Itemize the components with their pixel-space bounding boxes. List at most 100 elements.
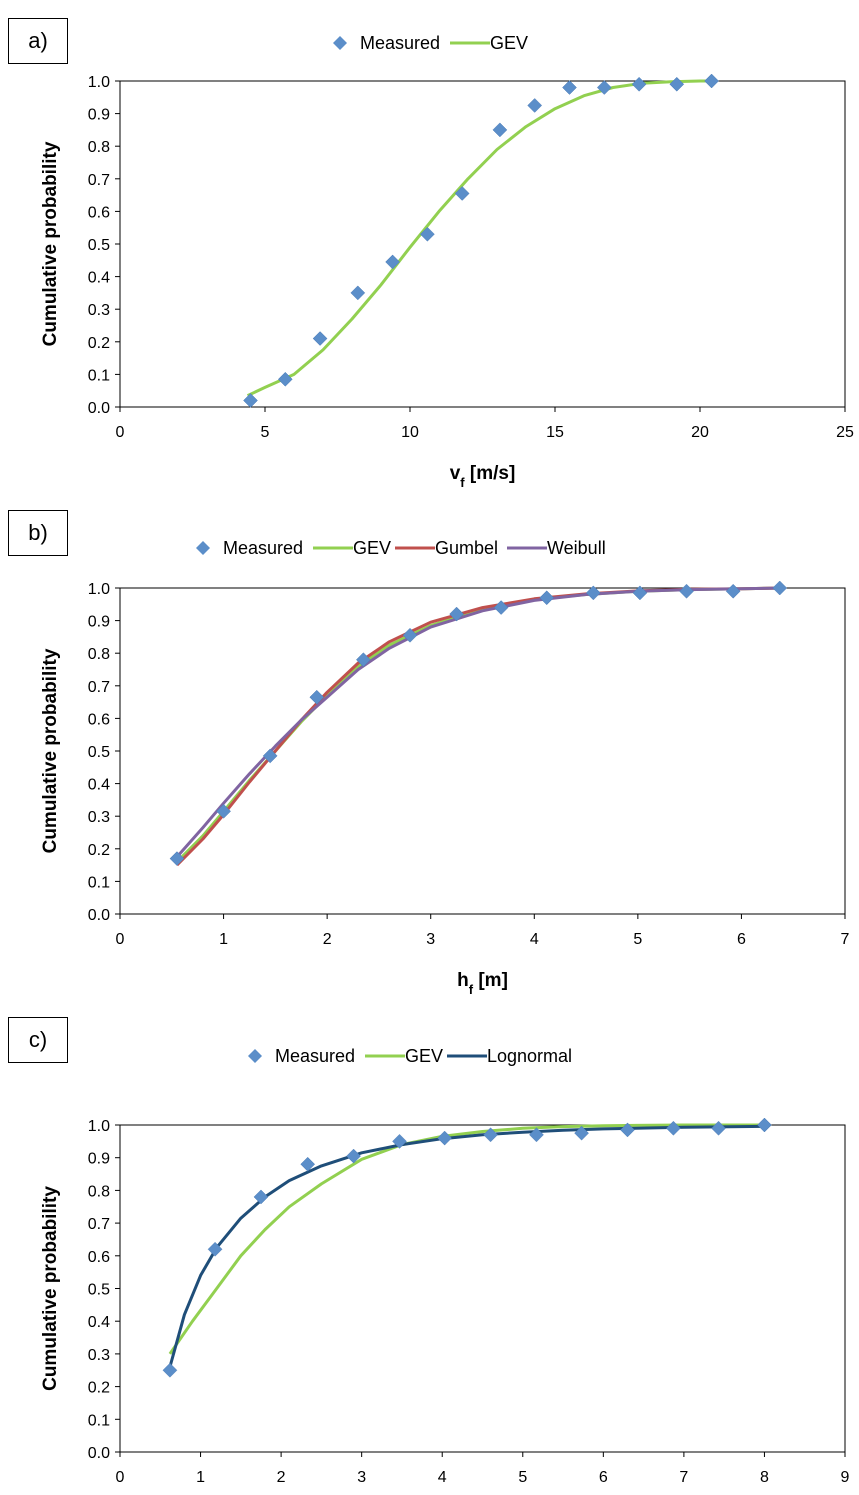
x-tick-label: 10 [401,424,419,441]
data-point-measured [312,331,328,346]
y-tick-label: 0.0 [88,1445,110,1462]
chart-panel-a: a) 0.0 0.1 0.2 0.3 0.4 0.5 0.6 0.7 0.8 0.9 1.0 0 5 10… [0,0,859,495]
legend-label-measured: Measured [360,33,440,53]
y-tick-label: 0.4 [88,270,110,287]
x-tick-label: 9 [841,1469,850,1486]
x-tick-label: 4 [530,931,539,948]
data-point-measured [493,600,509,615]
y-tick-label: 0.0 [88,907,110,924]
plot-area [119,80,846,408]
y-tick-label: 0.8 [88,139,110,156]
x-tick-label: 7 [679,1469,688,1486]
data-point-measured [632,585,648,601]
data-point-measured [350,285,366,301]
y-tick-label: 1.0 [88,1118,110,1135]
panel-label: c) [8,1017,68,1063]
series-line-gev [246,79,718,397]
y-tick-label: 0.5 [88,1282,110,1299]
y-tick-label: 0.3 [88,302,110,319]
y-tick-label: 0.4 [88,1314,110,1331]
data-point-measured [539,590,555,606]
legend-label-lognormal: Lognormal [487,1046,572,1066]
data-point-measured [492,122,508,138]
x-tick-label: 15 [546,424,564,441]
data-point-measured [449,606,464,622]
x-tick-label: 6 [737,931,746,948]
legend-label-measured: Measured [223,538,303,558]
y-tick-label: 0.2 [88,335,110,352]
plot-area [119,587,846,915]
y-tick-label: 0.3 [88,809,110,826]
legend-label-weibull: Weibull [547,538,606,558]
data-point-measured [529,1127,544,1143]
data-point-measured [711,1120,726,1136]
x-tick-label: 2 [323,931,332,948]
x-tick-label: 3 [426,931,435,948]
data-point-measured [772,580,788,596]
data-point-measured [725,583,741,599]
legend-label-gev: GEV [405,1046,443,1066]
data-point-measured [402,627,418,643]
y-axis-label: Cumulative probability [40,1186,61,1391]
x-tick-label: 1 [196,1469,205,1486]
x-tick-label: 3 [357,1469,366,1486]
y-tick-label: 0.5 [88,744,110,761]
data-point-measured [207,1241,223,1257]
y-tick-label: 0.9 [88,614,110,631]
legend-label-gev: GEV [490,33,528,53]
y-axis-label: Cumulative probability [40,648,61,853]
y-tick-label: 0.2 [88,842,110,859]
chart-svg-a: 0.0 0.1 0.2 0.3 0.4 0.5 0.6 0.7 0.8 0.9 1.0 0 5 10 15 2… [40,33,854,490]
x-tick-label: 4 [438,1469,447,1486]
x-tick-label: 6 [599,1469,608,1486]
legend-marker-measured [333,36,347,50]
series-line-gev [168,1123,765,1355]
x-tick-label: 5 [261,424,270,441]
data-point-measured [704,73,719,89]
x-axis-label: vf [m/s] [450,463,516,490]
y-tick-label: 0.4 [88,777,110,794]
data-point-measured [483,1127,498,1143]
legend-label-gev: GEV [353,538,391,558]
data-point-measured [454,186,470,201]
series-line-gev [175,586,783,863]
data-point-measured [385,254,400,270]
y-tick-label: 1.0 [88,581,110,598]
data-point-measured [346,1148,361,1164]
x-axis-label: hf [m] [457,970,508,995]
data-point-measured [356,652,371,668]
y-tick-label: 0.9 [88,107,110,124]
data-point-measured [585,585,601,601]
data-point-measured [253,1189,269,1205]
y-tick-label: 0.6 [88,1249,110,1266]
data-point-measured [162,1362,178,1378]
data-point-measured [596,80,612,95]
y-tick-label: 0.1 [88,1412,110,1429]
data-point-measured [262,748,278,764]
x-tick-label: 1 [219,931,228,948]
x-tick-label: 0 [116,931,125,948]
data-point-measured [669,76,685,92]
data-point-measured [631,76,647,92]
data-point-measured [527,98,543,113]
y-tick-label: 0.6 [88,204,110,221]
y-tick-label: 0.7 [88,1216,110,1233]
data-point-measured [392,1133,407,1149]
chart-panel-c: c) 0.0 0.1 0.2 0.3 0.4 0.5 0.6 0.7 0.8 0.9 1.0 0 1 2 3… [0,1000,859,1495]
y-axis-label: Cumulative probability [40,141,61,346]
data-point-measured [243,393,258,408]
data-point-measured [666,1120,681,1136]
plot-area [119,1124,846,1453]
y-tick-label: 0.1 [88,367,110,384]
legend-label-gumbel: Gumbel [435,538,498,558]
chart-svg-c: 0.0 0.1 0.2 0.3 0.4 0.5 0.6 0.7 0.8 0.9 1.0 0 1 2 3 4 5 6… [40,1046,850,1486]
data-point-measured [309,689,325,705]
data-point-measured [562,80,577,95]
y-tick-label: 0.0 [88,400,110,417]
chart-svg-b: 0.0 0.1 0.2 0.3 0.4 0.5 0.6 0.7 0.8 0.9 1.0 0 1 2 3 4 5 6… [40,538,850,995]
series-line-lognormal [168,1124,765,1368]
chart-panel-b: b) 0.0 0.1 0.2 0.3 0.4 0.5 0.6 0.7 0.8 0.9 1.0 0 1 2 3… [0,500,859,995]
data-point-measured [216,803,231,819]
data-point-measured [620,1122,635,1138]
data-point-measured [757,1117,772,1133]
